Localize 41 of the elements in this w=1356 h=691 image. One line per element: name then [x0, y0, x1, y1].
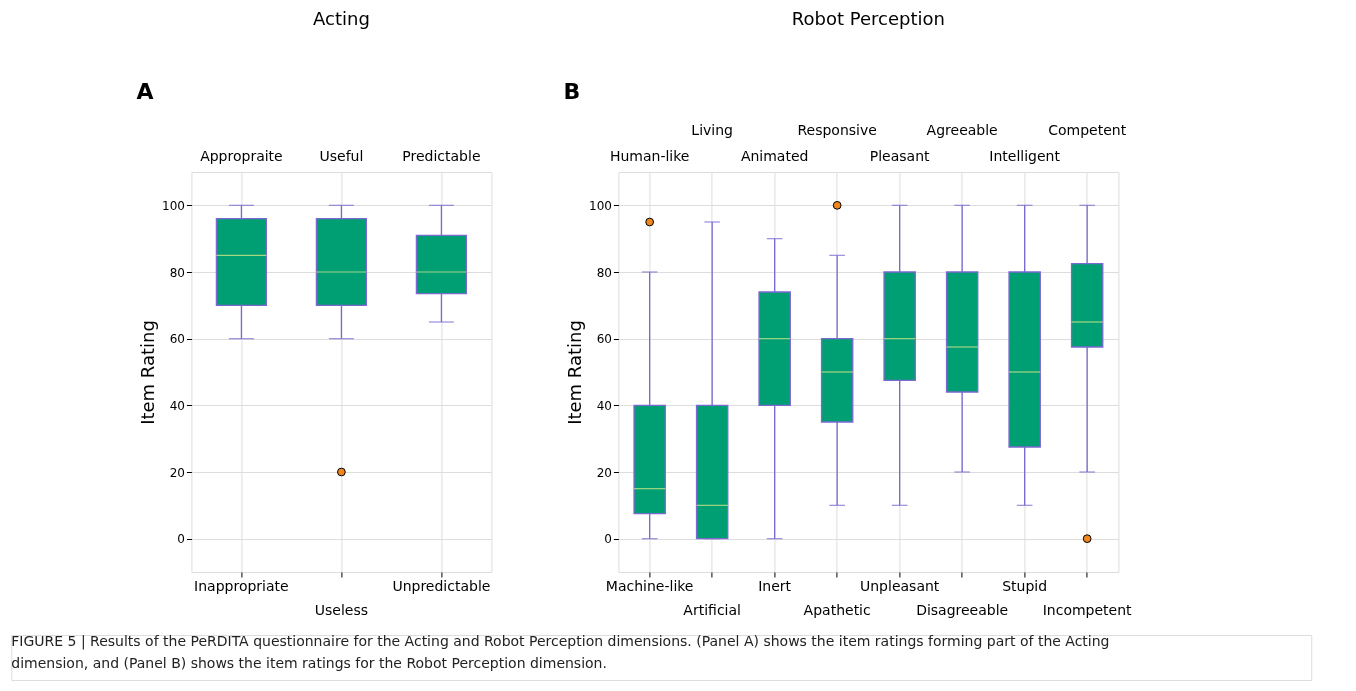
y-tick-label: 80 — [169, 265, 185, 280]
caption: FIGURE 5 | Results of the PeRDITA questionnaire for the Acting and Robot Perception dimensions. (Panel A) shows the item ratings forming part of the Acting dimension, and (Panel B) shows the item ratings for the Robot Perception dimension. — [11, 633, 1110, 671]
x-tick-label: Unpleasant — [859, 577, 940, 594]
text: Living — [691, 122, 733, 138]
x-tick-label: Stupid — [1002, 577, 1048, 594]
text: Intelligent — [989, 148, 1061, 164]
text: Competent — [1048, 122, 1127, 138]
text: Appropraite — [200, 148, 283, 164]
chart-title: Acting — [313, 8, 370, 29]
y-tick-label: 20 — [169, 465, 185, 480]
y-tick-label: 40 — [596, 398, 612, 413]
text: Responsive — [797, 122, 877, 138]
x-tick-label: Useless — [314, 601, 369, 618]
text: Animated — [740, 148, 809, 164]
y-tick-label: 40 — [169, 398, 185, 413]
text: Pleasant — [869, 148, 931, 164]
y-tick-label: 60 — [596, 332, 612, 347]
text: B — [563, 79, 581, 104]
y-axis-title: Item Rating — [564, 320, 585, 425]
y-tick-label: 60 — [169, 332, 185, 347]
text: Agreeable — [926, 122, 998, 138]
x-tick-label: Artificial — [683, 601, 741, 618]
text: A — [136, 79, 154, 104]
x-tick-label: Apathetic — [803, 601, 871, 618]
x-tick-label: Disagreeable — [916, 601, 1009, 618]
x-tick-label: Inappropriate — [194, 577, 289, 594]
x-tick-label: Incompetent — [1042, 601, 1133, 618]
y-tick-label: 80 — [596, 265, 612, 280]
chart-title: Robot Perception — [791, 8, 945, 29]
y-tick-label: 100 — [162, 198, 185, 213]
y-tick-label: 100 — [589, 198, 612, 213]
y-tick-label: 20 — [596, 465, 612, 480]
x-tick-label: Machine-like — [605, 577, 694, 594]
text: Predictable — [402, 148, 481, 164]
x-tick-label: Inert — [758, 577, 792, 594]
y-tick-label: 0 — [177, 532, 185, 547]
x-tick-label: Unpredictable — [392, 577, 491, 594]
text: Useful — [319, 148, 364, 164]
text: Human-like — [609, 148, 690, 164]
y-axis-title: Item Rating — [137, 320, 158, 425]
y-tick-label: 0 — [604, 532, 612, 547]
